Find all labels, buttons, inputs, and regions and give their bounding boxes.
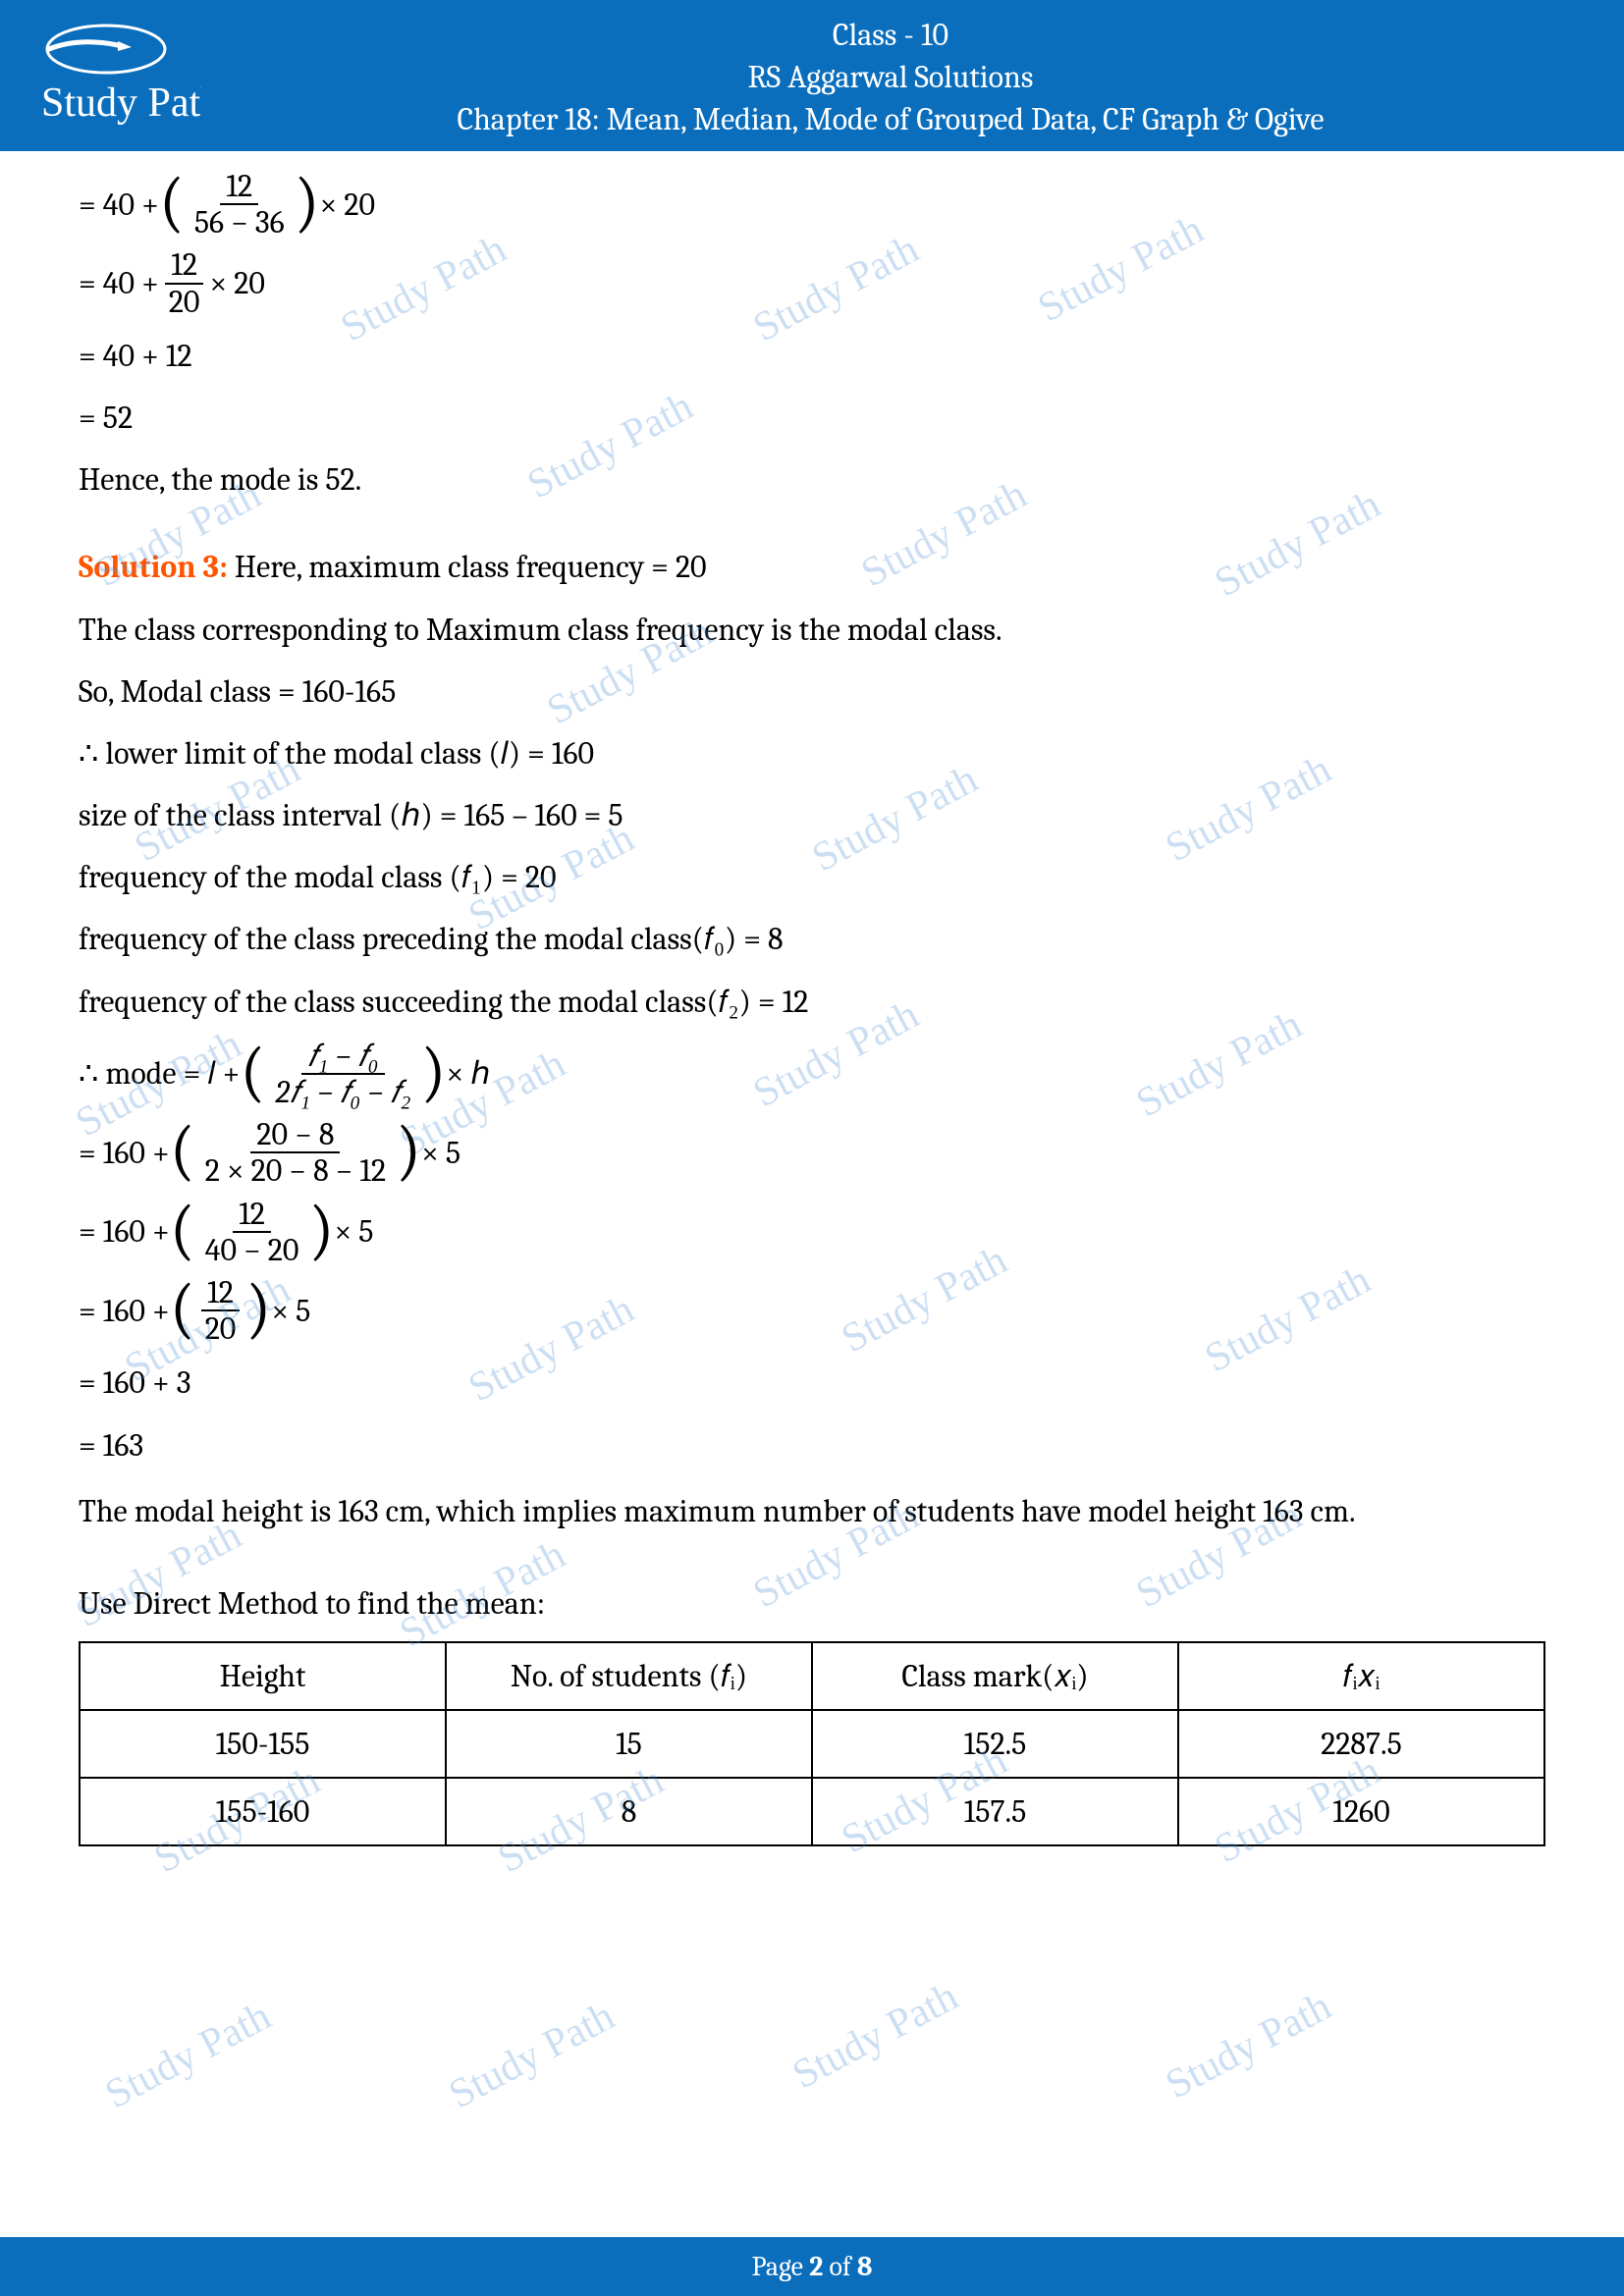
body-text: The class corresponding to Maximum class… [79, 605, 1545, 655]
paren-icon: ) [245, 1282, 271, 1335]
eq-text: × 5 [421, 1128, 460, 1178]
denominator: 40 − 20 [199, 1233, 305, 1267]
svg-text:Study Path: Study Path [41, 80, 201, 126]
footer-middle: of [823, 2251, 857, 2282]
numerator: 12 [201, 1275, 240, 1311]
denominator: 20 [163, 285, 206, 319]
numerator: 12 [220, 169, 258, 205]
equation-line: = 40 + 12 [79, 331, 1545, 381]
table-row: 150-15515152.52287.5 [80, 1710, 1544, 1778]
footer-page-current: 2 [809, 2251, 823, 2282]
study-path-icon: Study Path [29, 18, 201, 135]
table-cell: 152.5 [812, 1710, 1178, 1778]
fraction: 20 − 8 2 × 20 − 8 − 12 [199, 1117, 392, 1188]
body-text: frequency of the class succeeding the mo… [79, 977, 1545, 1027]
header-chapter: Chapter 18: Mean, Median, Mode of Groupe… [196, 98, 1585, 140]
eq-text: × 5 [271, 1286, 310, 1336]
footer-prefix: Page [752, 2251, 810, 2282]
paren-icon: ( [240, 1045, 265, 1098]
denominator: 56 − 36 [189, 205, 291, 240]
eq-text: = 160 + [79, 1128, 170, 1178]
equation-line: = 163 [79, 1420, 1545, 1470]
eq-text: × 20 [320, 180, 375, 230]
numerator: 12 [233, 1197, 271, 1233]
eq-text: × 5 [334, 1206, 373, 1256]
table-cell: 150-155 [80, 1710, 446, 1778]
eq-text: = 160 + [79, 1286, 170, 1336]
table-cell: 155-160 [80, 1778, 446, 1845]
solution-label: Solution 3: [79, 549, 228, 585]
body-text: ∴ lower limit of the modal class (𝑙) = 1… [79, 728, 1545, 778]
table-cell: 2287.5 [1178, 1710, 1544, 1778]
fraction: 12 20 [199, 1275, 243, 1346]
table-cell: 1260 [1178, 1778, 1544, 1845]
fraction: 12 20 [163, 247, 206, 318]
equation-line: = 40 + 12 20 × 20 [79, 247, 1545, 318]
equation-line: = 160 + ( 20 − 8 2 × 20 − 8 − 12 ) × 5 [79, 1117, 1545, 1188]
paren-icon: ) [295, 176, 320, 229]
eq-text: × 20 [209, 258, 264, 308]
mean-intro: Use Direct Method to find the mean: [79, 1578, 1545, 1629]
table-cell: 157.5 [812, 1778, 1178, 1845]
denominator: 2 × 20 − 8 − 12 [199, 1153, 392, 1188]
eq-text: = 160 + [79, 1206, 170, 1256]
footer-page-total: 8 [857, 2251, 873, 2282]
equation-line: = 160 + ( 12 20 ) × 5 [79, 1275, 1545, 1346]
page-header: Study Path Class - 10 RS Aggarwal Soluti… [0, 0, 1624, 151]
body-text: frequency of the class preceding the mod… [79, 914, 1545, 964]
mean-table: HeightNo. of students (𝑓ᵢ)Class mark(𝑥ᵢ)… [79, 1641, 1545, 1847]
eq-text: = 40 + [79, 180, 159, 230]
paren-icon: ( [159, 176, 185, 229]
paren-icon: ( [170, 1124, 195, 1177]
header-book: RS Aggarwal Solutions [196, 56, 1585, 98]
body-text: So, Modal class = 160-165 [79, 667, 1545, 717]
fraction: 12 56 − 36 [189, 169, 291, 240]
table-cell: 15 [446, 1710, 812, 1778]
numerator: 12 [165, 247, 203, 284]
logo: Study Path [29, 18, 201, 135]
body-text: frequency of the modal class (𝑓₁) = 20 [79, 852, 1545, 902]
watermark-text: Study Path [441, 1993, 622, 2118]
table-header: No. of students (𝑓ᵢ) [446, 1642, 812, 1710]
eq-text: × ℎ [447, 1048, 491, 1098]
denominator: 20 [199, 1311, 243, 1346]
paren-icon: ) [421, 1045, 447, 1098]
table-header: 𝑓ᵢ𝑥ᵢ [1178, 1642, 1544, 1710]
mode-formula: ∴ mode = 𝑙 + ( 𝑓₁ − 𝑓₀ 2𝑓₁ − 𝑓₀ − 𝑓₂ ) ×… [79, 1039, 1545, 1109]
table-header: Height [80, 1642, 446, 1710]
paren-icon: ( [170, 1282, 195, 1335]
equation-line: = 52 [79, 393, 1545, 443]
numerator: 20 − 8 [250, 1117, 340, 1153]
body-text: Here, maximum class frequency = 20 [228, 549, 707, 585]
solution-heading-line: Solution 3: Here, maximum class frequenc… [79, 542, 1545, 592]
denominator: 2𝑓₁ − 𝑓₀ − 𝑓₂ [269, 1075, 416, 1109]
conclusion-text: The modal height is 163 cm, which implie… [79, 1482, 1545, 1542]
paren-icon: ) [308, 1203, 334, 1256]
equation-line: = 160 + 3 [79, 1358, 1545, 1408]
equation-line: = 160 + ( 12 40 − 20 ) × 5 [79, 1197, 1545, 1267]
table-header: Class mark(𝑥ᵢ) [812, 1642, 1178, 1710]
eq-text: ∴ mode = 𝑙 + [79, 1048, 240, 1098]
table-row: 155-1608157.51260 [80, 1778, 1544, 1845]
equation-line: = 40 + ( 12 56 − 36 ) × 20 [79, 169, 1545, 240]
numerator: 𝑓₁ − 𝑓₀ [301, 1039, 384, 1075]
watermark-text: Study Path [97, 1993, 278, 2118]
watermark-text: Study Path [785, 1973, 965, 2099]
header-class: Class - 10 [196, 14, 1585, 56]
eq-text: = 40 + [79, 258, 159, 308]
page-footer: Page 2 of 8 [0, 2237, 1624, 2296]
fraction: 𝑓₁ − 𝑓₀ 2𝑓₁ − 𝑓₀ − 𝑓₂ [269, 1039, 416, 1109]
table-cell: 8 [446, 1778, 812, 1845]
paren-icon: ( [170, 1203, 195, 1256]
paren-icon: ) [396, 1124, 421, 1177]
body-text: size of the class interval (ℎ) = 165 – 1… [79, 790, 1545, 840]
page-content: = 40 + ( 12 56 − 36 ) × 20 = 40 + 12 20 … [0, 151, 1624, 1866]
fraction: 12 40 − 20 [199, 1197, 305, 1267]
watermark-text: Study Path [1158, 1983, 1338, 2109]
conclusion-text: Hence, the mode is 52. [79, 454, 1545, 505]
